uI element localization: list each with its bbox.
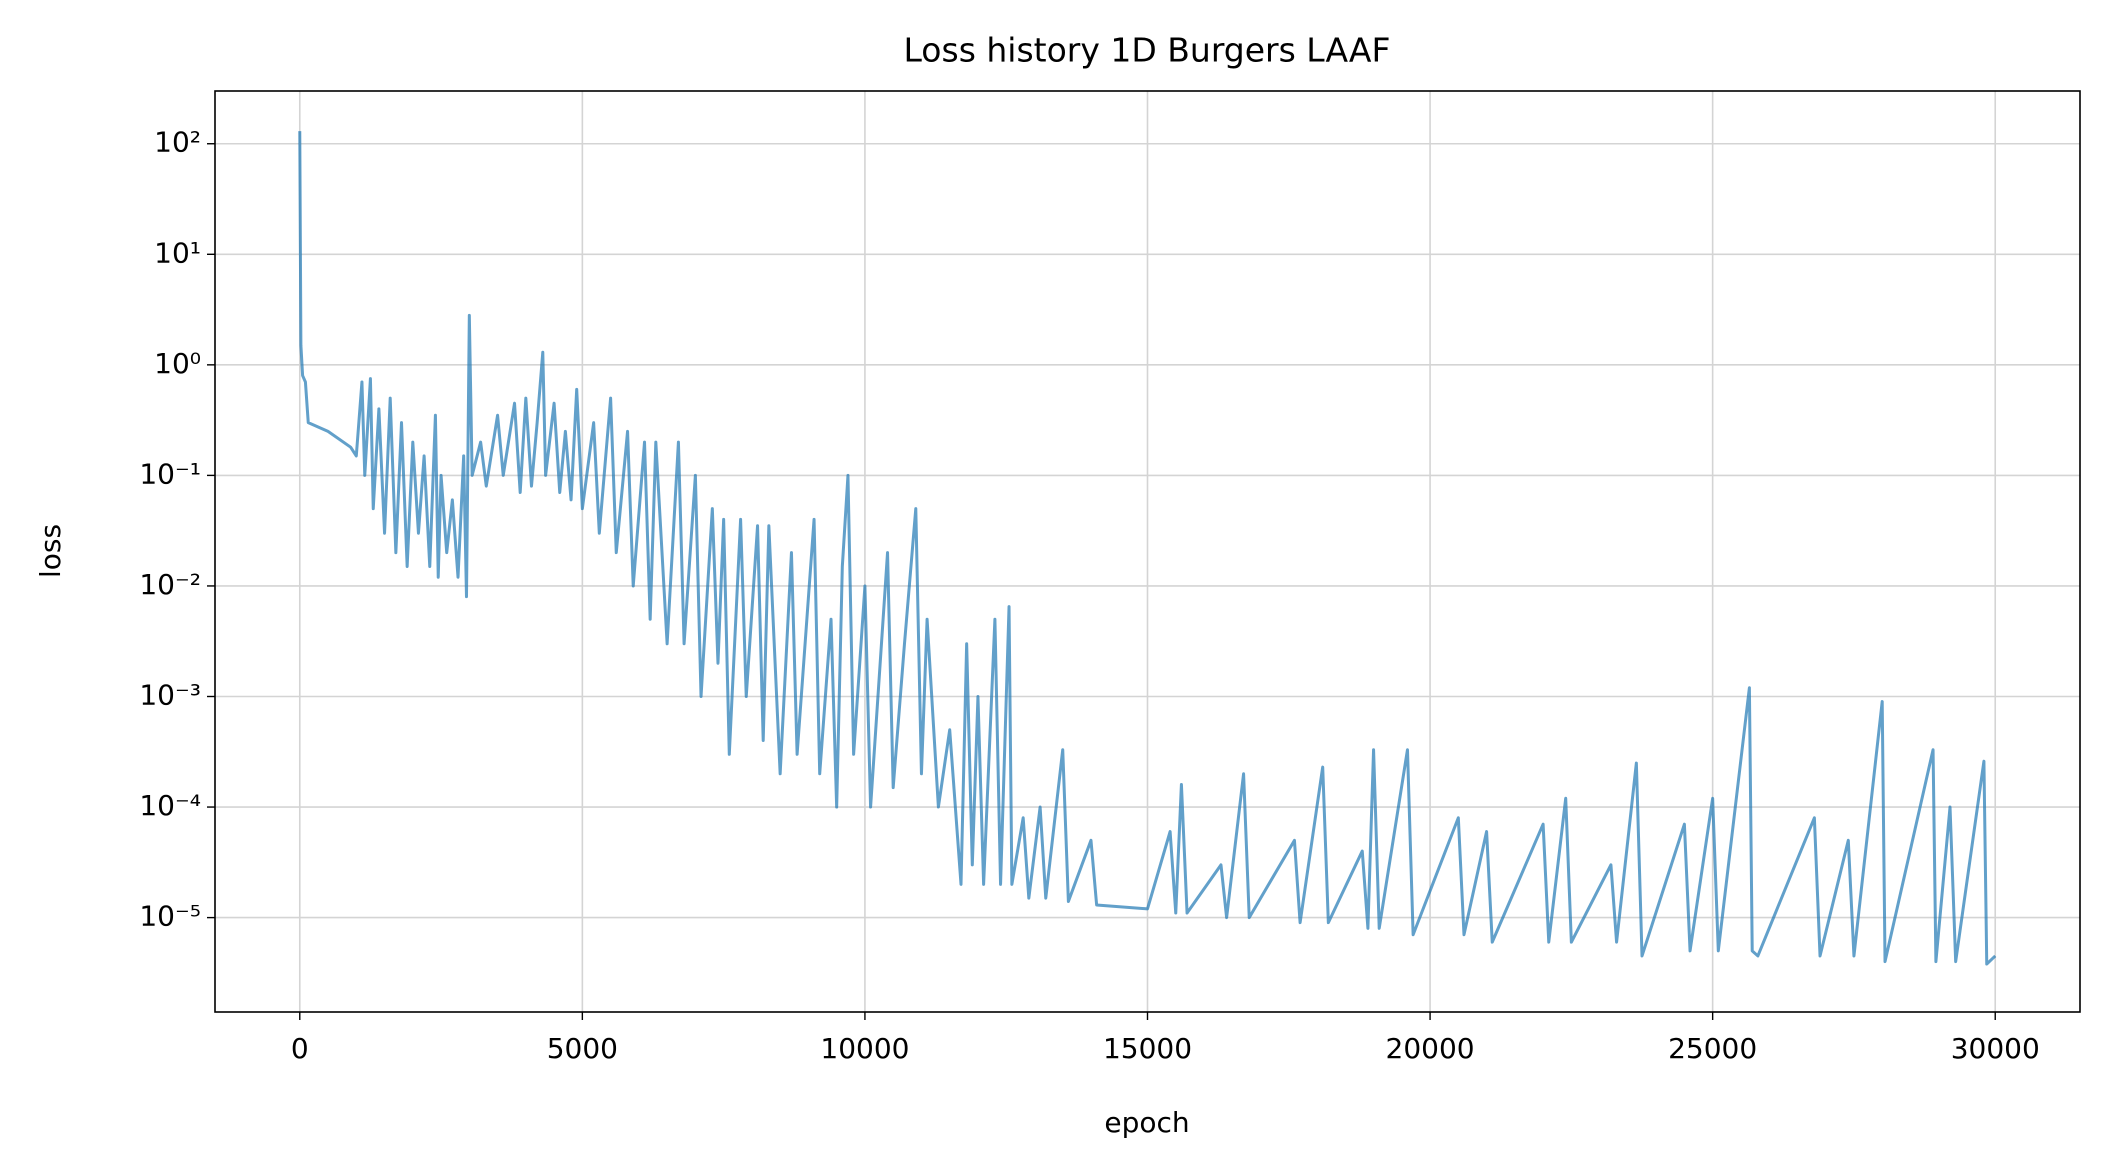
x-tick-label: 20000: [1386, 1032, 1475, 1065]
y-tick-label: 10⁻⁴: [139, 789, 201, 822]
chart-title: Loss history 1D Burgers LAAF: [904, 31, 1391, 70]
y-tick-label: 10¹: [154, 236, 201, 269]
y-tick-label: 10⁻²: [139, 568, 201, 601]
y-tick-label: 10⁻⁵: [139, 900, 201, 933]
loss-line: [298, 131, 1997, 966]
x-tick-label: 5000: [547, 1032, 618, 1065]
y-tick-label: 10⁻³: [139, 679, 201, 712]
x-axis-label: epoch: [1104, 1106, 1189, 1139]
y-axis-label: loss: [34, 524, 67, 578]
x-tick-label: 15000: [1103, 1032, 1192, 1065]
x-tick-label: 0: [291, 1032, 309, 1065]
x-tick-label: 30000: [1951, 1032, 2040, 1065]
y-tick-label: 10²: [154, 126, 201, 159]
x-tick-label: 25000: [1668, 1032, 1757, 1065]
x-tick-label: 10000: [820, 1032, 909, 1065]
plot-frame: [214, 90, 2081, 1013]
y-tick-label: 10⁰: [154, 347, 201, 380]
y-tick-label: 10⁻¹: [139, 457, 201, 490]
